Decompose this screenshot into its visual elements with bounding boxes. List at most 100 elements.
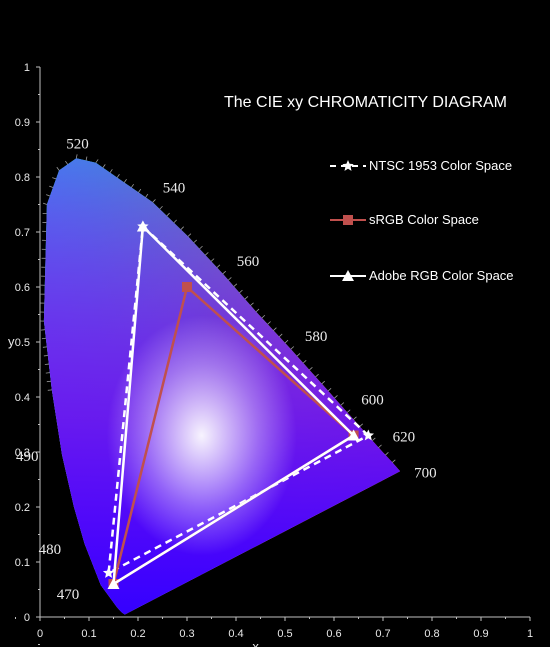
y-tick-label: 0.9 (15, 117, 30, 129)
locus-tick (216, 264, 221, 268)
locus-tick (244, 296, 249, 300)
axes: 0 0.1 0.2 0.3 0.4 0.5 0.6 0.7 0.8 0.9 1 0 0.1 0.2 0.3 0… (8, 62, 533, 647)
legend-label: sRGB Color Space (369, 212, 479, 227)
locus-tick (187, 233, 192, 237)
wavelength-label-580: 580 (305, 329, 328, 345)
locus-tick (193, 239, 197, 243)
y-tick-label: 0.7 (15, 227, 30, 239)
locus-tick (152, 199, 156, 203)
locus-tick (290, 346, 295, 350)
locus-tick (273, 327, 277, 331)
x-tick-label: 0.2 (130, 628, 145, 640)
locus-tick (250, 302, 254, 306)
locus-tick (239, 289, 243, 294)
x-tick-label: 0.1 (81, 628, 96, 640)
locus-tick (102, 164, 106, 168)
locus-tick (205, 252, 209, 256)
y-axis-title: y (8, 334, 15, 349)
y-tick-label: 0.3 (15, 447, 30, 459)
triangle-marker (347, 429, 360, 441)
wavelength-labels: 470 480 490 520 540 560 580 600 620 700 (16, 136, 437, 603)
gamut-triangle (107, 225, 370, 575)
x-axis-title: x (252, 639, 259, 647)
series-adobe-rgb (107, 220, 360, 589)
locus-tick (228, 277, 232, 281)
locus-tick (359, 423, 364, 427)
x-tick-label: 0.6 (326, 628, 341, 640)
wavelength-label-480: 480 (39, 542, 62, 558)
locus-tick (372, 437, 376, 441)
wavelength-label-540: 540 (163, 180, 186, 196)
locus-tick (180, 226, 184, 230)
legend-label: Adobe RGB Color Space (369, 268, 514, 283)
y-tick-label: 0.6 (15, 282, 30, 294)
locus-tick (353, 416, 357, 420)
locus-tick (315, 373, 319, 378)
locus-tick (309, 366, 313, 371)
y-tick-label: 1 (24, 62, 30, 74)
locus-tick (95, 159, 99, 163)
locus-tick (116, 174, 120, 178)
wavelength-label-470: 470 (57, 587, 79, 603)
chart-title: The CIE xy CHROMATICITY DIAGRAM (224, 94, 507, 111)
y-tick-label: 0.8 (15, 172, 30, 184)
legend: NTSC 1953 Color Space sRGB Color Space Ado… (330, 158, 514, 283)
x-tick-label: 1 (527, 628, 533, 640)
locus-tick (378, 444, 382, 448)
locus-tick (321, 380, 326, 385)
locus-tick (173, 219, 177, 224)
locus-tick (327, 387, 332, 392)
square-marker (343, 215, 353, 225)
locus-tick (131, 183, 134, 188)
locus-tick (334, 395, 338, 399)
y-tick-label: 0 (24, 612, 30, 624)
locus-tick (145, 193, 149, 198)
star-marker (342, 160, 354, 171)
locus-tick (296, 353, 301, 357)
wavelength-label-620: 620 (393, 430, 416, 446)
locus-tick (267, 321, 271, 325)
wavelength-ticks (39, 154, 396, 463)
gamut-triangle (112, 225, 355, 586)
locus-tick (302, 360, 307, 364)
locus-tick (346, 409, 351, 413)
locus-tick (123, 178, 127, 183)
star-marker (102, 567, 115, 578)
wavelength-label-700: 700 (414, 465, 437, 481)
locus-tick (222, 270, 227, 275)
x-tick-label: 0.7 (375, 628, 390, 640)
locus-tick (340, 402, 345, 406)
locus-tick (75, 154, 78, 159)
locus-tick (284, 339, 289, 344)
triangle-marker (342, 270, 354, 281)
locus-tick (138, 188, 142, 193)
legend-item-adobe-rgb: Adobe RGB Color Space (330, 268, 514, 283)
square-marker (182, 282, 192, 292)
locus-tick (42, 202, 47, 205)
locus-tick (109, 169, 113, 173)
triangle-marker (136, 220, 149, 232)
wavelength-label-490: 490 (16, 449, 39, 465)
gamut-series (102, 220, 374, 589)
locus-tick (56, 166, 60, 171)
locus-tick (159, 205, 163, 210)
locus-tick (85, 156, 88, 161)
locus-tick (199, 245, 203, 250)
locus-tick (385, 452, 389, 456)
x-tick-label: 0.5 (277, 628, 292, 640)
legend-item-srgb: sRGB Color Space (330, 212, 479, 227)
y-tick-label: 0.1 (15, 557, 30, 569)
locus-tick (166, 212, 170, 217)
x-tick-label: 0.8 (424, 628, 439, 640)
triangle-marker (107, 578, 120, 589)
locus-tick (210, 258, 215, 262)
y-tick-label: 0.4 (15, 392, 30, 404)
x-tick-label: 0.9 (473, 628, 488, 640)
legend-label: NTSC 1953 Color Space (369, 158, 512, 173)
wavelength-label-600: 600 (361, 392, 384, 408)
y-tick-label: 0.2 (15, 502, 30, 514)
wavelength-label-560: 560 (237, 254, 260, 270)
locus-tick (279, 333, 283, 337)
locus-tick (49, 185, 54, 188)
